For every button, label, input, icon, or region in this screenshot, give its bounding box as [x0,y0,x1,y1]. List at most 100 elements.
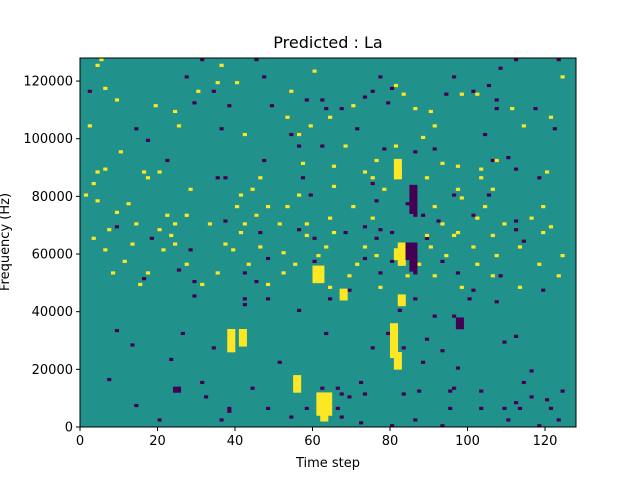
heatmap-cell-high [258,245,263,249]
heatmap-cell-low [494,98,499,102]
heatmap-block-high [312,265,325,284]
heatmap-cell-high [490,274,495,278]
heatmap-cell-high [455,164,461,168]
x-tick-label: 80 [382,434,399,449]
heatmap-cell-low [494,300,499,304]
heatmap-cell-low [184,75,189,79]
heatmap-cell-low [145,138,151,142]
heatmap-cell-high [95,199,100,203]
heatmap-cell-high [138,282,143,287]
heatmap-cell-low [498,274,503,278]
x-tick-label: 120 [533,434,558,449]
heatmap-cell-high [432,274,437,278]
heatmap-cell-low [142,277,147,281]
heatmap-cell-high [231,248,236,252]
heatmap-block-high [227,328,236,353]
plot-area [79,57,577,428]
heatmap-cell-high [444,254,449,258]
heatmap-cell-low [223,219,228,223]
heatmap-cell-high [258,176,263,180]
heatmap-cell-low [548,406,554,410]
heatmap-cell-low [339,107,344,111]
heatmap-block-low [409,259,418,272]
heatmap-cell-low [343,230,348,235]
heatmap-cell-low [378,228,383,232]
heatmap-cell-low [347,288,352,292]
heatmap-cell-high [238,230,244,235]
heatmap-cell-high [157,170,162,174]
heatmap-cell-low [87,89,92,93]
heatmap-cell-low [266,256,271,261]
heatmap-cell-low [370,181,375,186]
heatmap-cell-low [219,127,224,131]
heatmap-cell-low [506,156,511,160]
heatmap-cell-high [200,282,205,287]
heatmap-cell-high [483,205,488,209]
heatmap-cell-low [107,377,112,382]
heatmap-cell-low [242,271,247,275]
heatmap-cell-low [204,395,209,399]
heatmap-cell-high [118,150,123,154]
heatmap-cell-low [277,360,282,364]
heatmap-cell-high [289,89,294,93]
heatmap-cell-low [514,228,519,232]
heatmap-cell-high [254,213,259,217]
heatmap-cell-low [514,334,519,338]
heatmap-cell-high [548,115,554,119]
heatmap-cell-high [312,69,317,73]
heatmap-cell-low [471,89,476,93]
heatmap-cell-high [362,170,368,174]
heatmap-cell-low [215,176,220,180]
heatmap-cell-low [134,403,139,408]
heatmap-cell-high [328,285,333,289]
heatmap-cell-high [494,158,499,163]
heatmap-cell-low [467,297,472,301]
heatmap-cell-low [328,297,333,301]
heatmap-cell-high [126,202,131,206]
heatmap-cell-high [401,92,406,96]
heatmap-cell-high [297,193,302,197]
heatmap-cell-low [335,406,340,410]
heatmap-cell-low [324,331,329,336]
heatmap-cell-low [413,271,418,275]
heatmap-cell-low [169,357,174,361]
heatmap-cell-low [440,259,445,263]
heatmap-cell-low [374,199,379,203]
heatmap-cell-high [250,187,255,191]
chart-title: Predicted : La [273,33,382,52]
heatmap-cell-low [200,380,205,385]
heatmap-cell-high [421,135,426,140]
heatmap-cell-low [486,193,492,197]
heatmap-cell-high [293,262,298,266]
heatmap-cell-low [424,337,430,341]
heatmap-cell-high [238,193,244,197]
heatmap-cell-low [223,176,228,180]
heatmap-cell-high [215,81,220,85]
heatmap-cell-high [556,274,561,278]
heatmap-cell-low [320,144,325,148]
y-tick-label: 80000 [32,190,73,205]
heatmap-cell-high [285,115,290,119]
heatmap-cell-low [130,343,135,347]
heatmap-cell-low [390,230,395,235]
heatmap-cell-low [347,395,352,399]
x-tick-label: 100 [455,434,480,449]
heatmap-cell-low [242,297,247,301]
heatmap-cell-low [362,392,368,396]
heatmap-cell-high [537,262,542,266]
heatmap-cell-high [529,216,534,220]
heatmap-cell-low [390,259,395,263]
heatmap-cell-low [413,297,418,301]
heatmap-cell-high [281,271,286,275]
heatmap-cell-high [266,282,271,287]
heatmap-cell-low [529,369,534,373]
heatmap-cell-low [390,424,395,428]
heatmap-cell-high [145,271,151,275]
heatmap-cell-high [479,167,484,171]
heatmap-cell-high [459,285,464,289]
heatmap-cell-high [114,98,120,102]
heatmap-cell-high [382,187,387,191]
heatmap-cell-low [390,86,395,91]
heatmap-cell-high [184,213,189,217]
